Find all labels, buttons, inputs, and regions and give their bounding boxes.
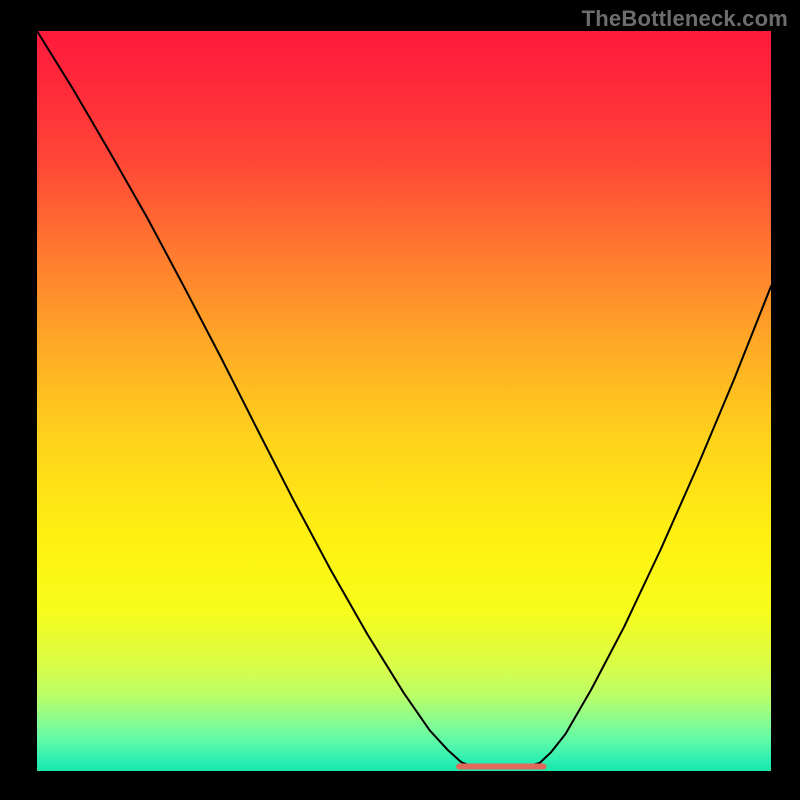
bottleneck-chart (0, 0, 800, 800)
watermark-text: TheBottleneck.com (582, 6, 788, 32)
chart-container: TheBottleneck.com (0, 0, 800, 800)
